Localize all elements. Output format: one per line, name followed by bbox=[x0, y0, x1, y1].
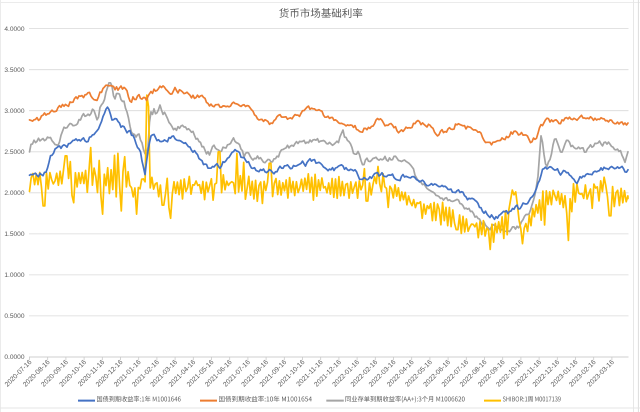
svg-text:2.5000: 2.5000 bbox=[4, 149, 25, 156]
svg-text:1.5000: 1.5000 bbox=[4, 231, 25, 238]
svg-text:4.0000: 4.0000 bbox=[4, 26, 25, 33]
svg-text:1.0000: 1.0000 bbox=[4, 272, 25, 279]
svg-text:0.5000: 0.5000 bbox=[4, 313, 25, 320]
svg-text:3.0000: 3.0000 bbox=[4, 108, 25, 115]
svg-text:2.0000: 2.0000 bbox=[4, 190, 25, 197]
svg-text:3.5000: 3.5000 bbox=[4, 67, 25, 74]
svg-text:0.0000: 0.0000 bbox=[4, 354, 25, 361]
